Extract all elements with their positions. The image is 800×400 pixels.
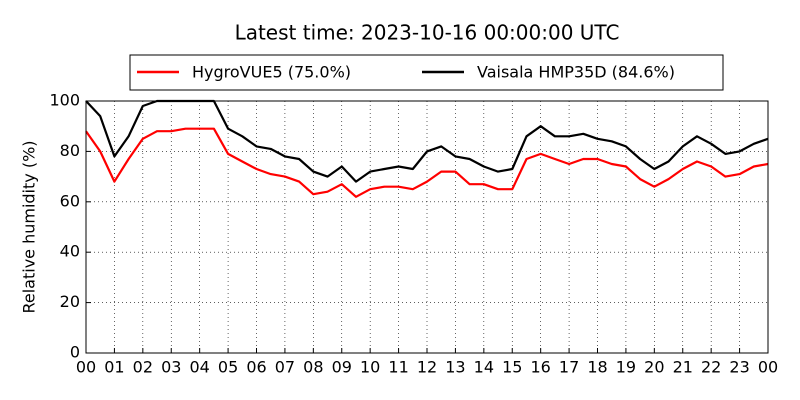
y-tick-label: 80	[60, 141, 80, 160]
x-tick-label: 10	[360, 358, 380, 377]
x-tick-label: 23	[729, 358, 749, 377]
y-tick-label: 20	[60, 292, 80, 311]
y-tick-label: 60	[60, 191, 80, 210]
x-tick-label: 09	[332, 358, 352, 377]
x-tick-label: 05	[218, 358, 238, 377]
x-tick-label: 01	[104, 358, 124, 377]
data-line	[85, 127, 769, 198]
x-tick-label: 21	[673, 358, 693, 377]
x-tick-label: 00	[758, 358, 778, 377]
x-tick-label: 20	[644, 358, 664, 377]
chart-title: Latest time: 2023-10-16 00:00:00 UTC	[235, 21, 620, 45]
x-tick-label: 11	[388, 358, 408, 377]
legend-label: HygroVUE5 (75.0%)	[192, 63, 351, 82]
x-tick-label: 15	[502, 358, 522, 377]
x-tick-label: 17	[559, 358, 579, 377]
x-tick-label: 18	[587, 358, 607, 377]
y-tick-label: 100	[49, 91, 80, 110]
y-tick-label: 0	[70, 343, 80, 362]
x-tick-label: 12	[417, 358, 437, 377]
x-tick-label: 00	[76, 358, 96, 377]
x-tick-label: 14	[474, 358, 494, 377]
x-tick-label: 22	[701, 358, 721, 377]
x-tick-label: 16	[530, 358, 550, 377]
x-tick-label: 08	[303, 358, 323, 377]
y-tick-label: 40	[60, 242, 80, 261]
legend-label: Vaisala HMP35D (84.6%)	[477, 63, 675, 82]
x-tick-label: 02	[133, 358, 153, 377]
x-tick-label: 06	[246, 358, 266, 377]
plot-frame	[85, 100, 769, 354]
x-tick-label: 13	[445, 358, 465, 377]
y-axis-label: Relative humidity (%)	[20, 140, 39, 313]
x-tick-label: 19	[616, 358, 636, 377]
x-tick-label: 03	[161, 358, 181, 377]
x-tick-label: 04	[189, 358, 209, 377]
x-tick-label: 07	[275, 358, 295, 377]
